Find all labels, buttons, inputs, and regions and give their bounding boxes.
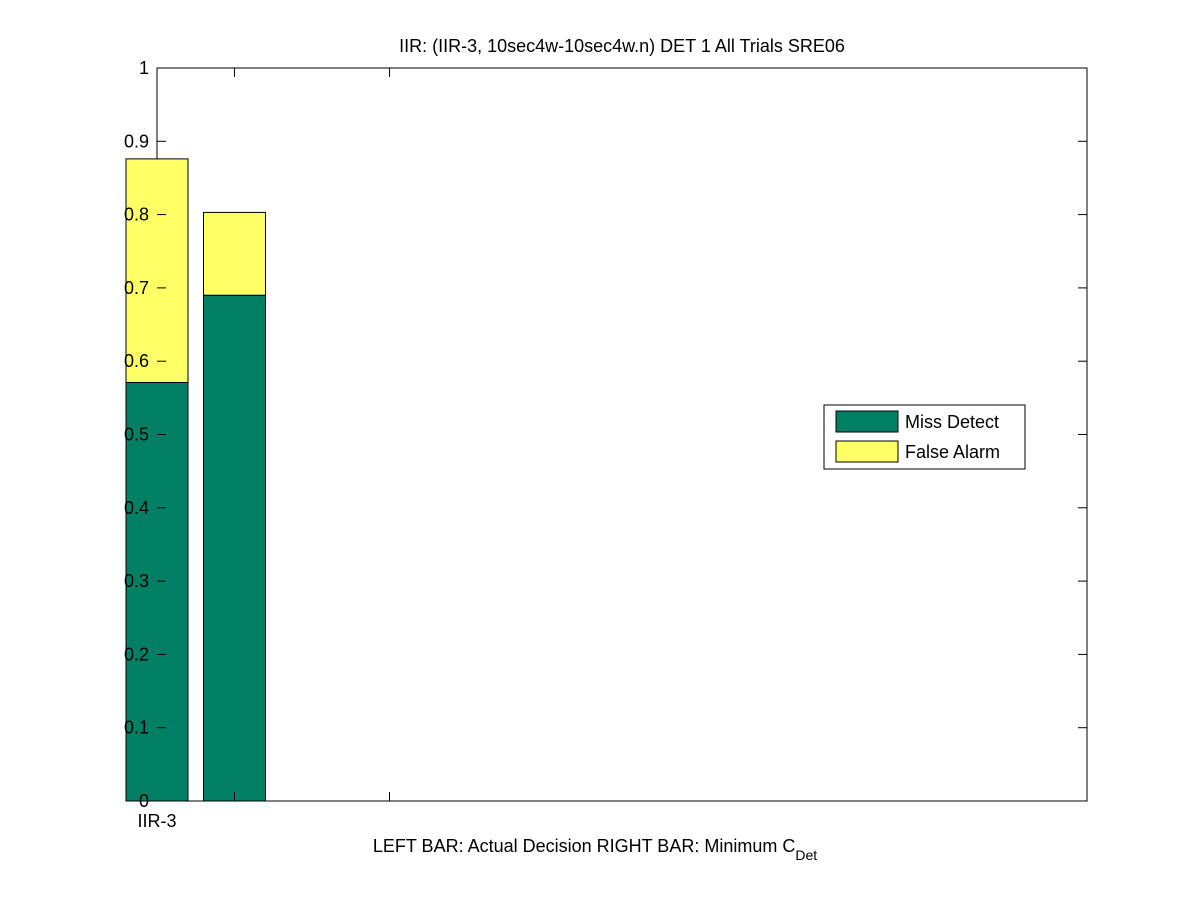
legend-swatch-false-alarm <box>835 440 899 463</box>
legend: Miss Detect False Alarm <box>823 404 1026 470</box>
y-tick-label: 0.8 <box>124 205 149 225</box>
legend-swatch-miss-detect <box>835 410 899 433</box>
y-tick-label: 1 <box>139 58 149 78</box>
chart-title: IIR: (IIR-3, 10sec4w-10sec4w.n) DET 1 Al… <box>399 36 845 56</box>
x-axis-label-subscript: Det <box>795 847 817 863</box>
bar-right-false-alarm <box>203 211 266 296</box>
y-axis-ticks: 0 0.1 0.2 0.3 0.4 0.5 0.6 0.7 0.8 0.9 1 <box>124 58 1087 811</box>
y-tick-label: 0.2 <box>124 644 149 664</box>
x-tick-label: IIR-3 <box>137 811 176 831</box>
y-tick-label: 0.7 <box>124 278 149 298</box>
bar-left-false-alarm <box>125 158 189 383</box>
y-tick-label: 0.4 <box>124 498 149 518</box>
y-tick-label: 0 <box>139 791 149 811</box>
y-tick-label: 0.6 <box>124 351 149 371</box>
y-tick-label: 0.3 <box>124 571 149 591</box>
x-axis-label: LEFT BAR: Actual Decision RIGHT BAR: Min… <box>373 836 817 863</box>
y-tick-label: 0.1 <box>124 718 149 738</box>
x-axis-label-main: LEFT BAR: Actual Decision RIGHT BAR: Min… <box>373 836 795 856</box>
bar-left-miss <box>125 381 189 802</box>
y-tick-label: 0.9 <box>124 131 149 151</box>
bars <box>125 158 266 802</box>
x-axis-ticks: IIR-3 <box>137 68 390 831</box>
bar-right-miss <box>203 294 266 802</box>
legend-label-false-alarm: False Alarm <box>905 442 1000 462</box>
y-tick-label: 0.5 <box>124 425 149 445</box>
legend-label-miss-detect: Miss Detect <box>905 412 999 432</box>
